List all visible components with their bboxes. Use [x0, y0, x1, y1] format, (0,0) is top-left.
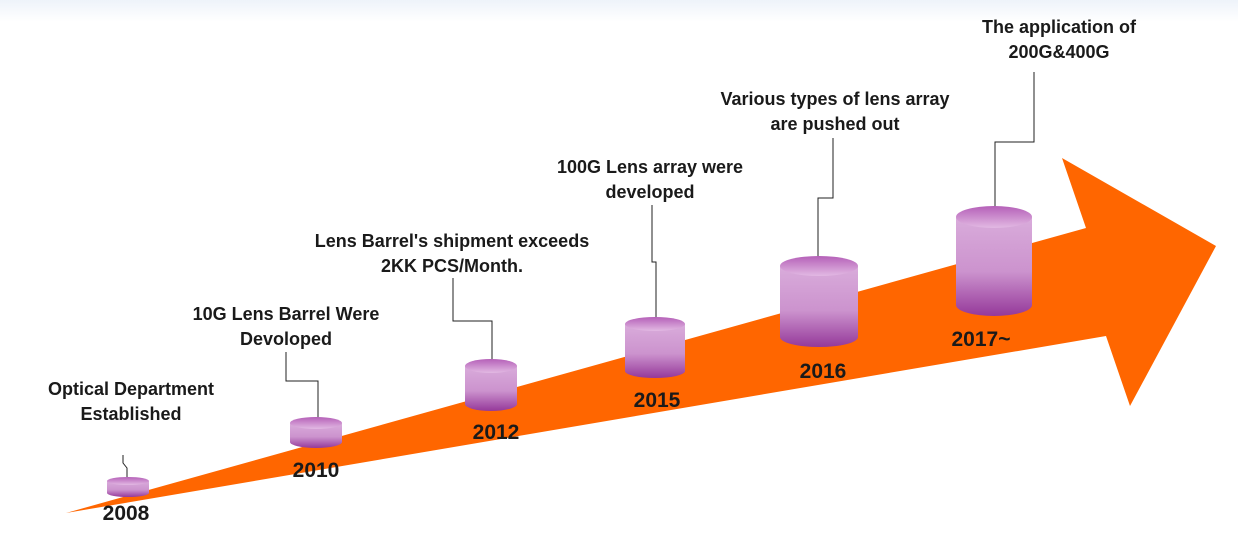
cylinder-2015 — [625, 317, 685, 378]
milestone-label-2015: 100G Lens array were developed — [557, 155, 743, 205]
milestone-2010-line1: 10G Lens Barrel Were — [192, 304, 380, 324]
milestone-2017-line1: The application of — [981, 17, 1137, 37]
year-label-2008: 2008 — [102, 502, 150, 525]
milestone-2015-line1: 100G Lens array were — [556, 157, 744, 177]
growth-arrow — [66, 158, 1216, 513]
connector-2012 — [452, 278, 493, 360]
milestone-2008-line2: Established — [80, 404, 182, 424]
cylinder-2017 — [956, 206, 1032, 316]
year-label-2012: 2012 — [472, 421, 520, 444]
connector-2015 — [651, 205, 657, 319]
cylinder-2010 — [290, 417, 342, 448]
connector-2016 — [817, 138, 834, 258]
milestone-2012-line1: Lens Barrel's shipment exceeds — [314, 231, 590, 251]
year-label-2010: 2010 — [292, 459, 340, 482]
connector-2010 — [285, 352, 319, 418]
year-label-2016: 2016 — [799, 360, 847, 383]
cylinder-2016 — [780, 256, 858, 347]
year-label-2015: 2015 — [633, 389, 681, 412]
connector-lines — [122, 72, 1035, 477]
year-label-2017: 2017~ — [951, 328, 1011, 351]
cylinder-2012 — [465, 359, 517, 411]
connector-2017 — [994, 72, 1035, 209]
milestone-label-2010: 10G Lens Barrel Were Devoloped — [193, 302, 380, 352]
milestone-label-2012: Lens Barrel's shipment exceeds 2KK PCS/M… — [315, 229, 589, 279]
milestone-label-2008: Optical Department Established — [48, 377, 214, 427]
milestone-2010-line2: Devoloped — [239, 329, 333, 349]
connector-2008 — [122, 455, 128, 477]
milestone-2016-line1: Various types of lens array — [720, 89, 950, 109]
milestone-label-2017: The application of 200G&400G — [982, 15, 1136, 65]
milestone-2015-line2: developed — [605, 182, 695, 202]
cylinder-2008 — [107, 477, 149, 497]
milestone-2012-line2: 2KK PCS/Month. — [381, 256, 523, 276]
milestone-label-2016: Various types of lens array are pushed o… — [720, 87, 949, 137]
milestone-2017-line2: 200G&400G — [1008, 42, 1110, 62]
milestone-2016-line2: are pushed out — [770, 114, 900, 134]
milestone-2008-line1: Optical Department — [47, 379, 215, 399]
